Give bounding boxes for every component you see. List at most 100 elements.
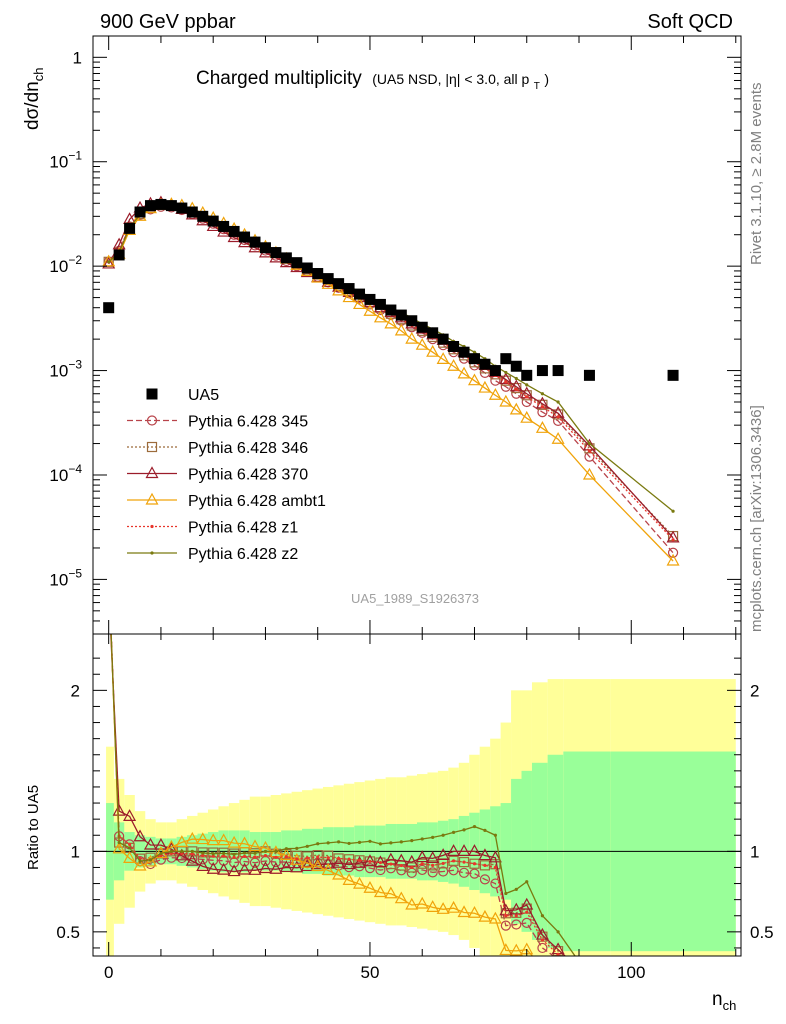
ratio-point-2 <box>353 856 367 868</box>
ratio-point-4 <box>504 914 508 918</box>
data-point <box>197 210 209 222</box>
y-tick-base: 10 <box>49 466 68 485</box>
data-point <box>385 304 397 316</box>
ratio-tick-label: 2 <box>71 681 80 700</box>
ratio-point-2 <box>668 1002 679 1012</box>
ratio-point-4 <box>514 914 518 918</box>
data-point <box>280 252 292 264</box>
series-point-3 <box>478 380 492 393</box>
series-point-5 <box>540 392 545 396</box>
ratio-point-2 <box>123 809 137 821</box>
ratio-point-2 <box>415 850 429 863</box>
ratio-point-5 <box>410 839 414 843</box>
series-point-4 <box>556 415 560 419</box>
ratio-point-4 <box>483 863 487 867</box>
ratio-point-3 <box>415 896 429 909</box>
ratio-point-0 <box>585 981 594 990</box>
ratio-point-4 <box>357 858 362 862</box>
ratio-point-5 <box>316 842 320 846</box>
series-2 <box>102 195 680 543</box>
ratio-point-5 <box>107 568 110 571</box>
ratio-point-0 <box>669 1005 678 1014</box>
ratio-point-3 <box>467 906 481 918</box>
legend-item: Pythia 6.428 345 <box>127 414 308 431</box>
ratio-point-0 <box>417 864 428 876</box>
data-point <box>521 369 533 381</box>
ratio-point-5 <box>274 849 278 853</box>
ratio-point-5 <box>305 844 309 848</box>
series-point-3 <box>332 283 346 296</box>
ratio-point-1 <box>448 855 459 866</box>
x-tick-label: 50 <box>361 963 380 982</box>
ratio-point-2 <box>227 864 241 877</box>
chart-subtitle-post: ) <box>544 71 549 87</box>
data-point <box>437 333 449 345</box>
ratio-point-5 <box>504 891 508 896</box>
data-point <box>500 353 512 365</box>
ratio-point-4 <box>295 857 299 861</box>
y-axis-label-sub: ch <box>31 68 46 82</box>
ratio-point-5 <box>263 849 268 853</box>
ratio-point-4 <box>222 854 226 858</box>
data-point <box>333 278 345 290</box>
data-point <box>134 206 146 218</box>
y-tick-exp: −1 <box>68 149 82 163</box>
ratio-point-3 <box>248 839 262 852</box>
ratio-point-4 <box>326 856 330 860</box>
ratio-point-5 <box>347 841 351 846</box>
y-tick-base: 10 <box>49 257 68 276</box>
data-point <box>364 293 376 305</box>
ratio-point-2 <box>238 862 252 875</box>
ratio-point-5 <box>169 849 173 853</box>
ratio-point-5 <box>451 830 456 835</box>
ratio-point-2 <box>509 902 523 915</box>
chart-title: Charged multiplicity <box>196 68 362 89</box>
y-tick-exp: −2 <box>68 253 82 267</box>
ratio-point-1 <box>323 850 334 861</box>
series-point-5 <box>504 370 508 375</box>
series-point-3 <box>447 358 461 371</box>
ratio-point-4 <box>107 568 110 571</box>
legend-item: Pythia 6.428 ambt1 <box>127 492 326 510</box>
series-line-5 <box>108 204 674 512</box>
data-point <box>144 200 156 212</box>
ratio-point-4 <box>378 860 383 865</box>
ratio-point-1 <box>427 860 438 871</box>
main-series-group <box>102 195 680 566</box>
ratio-point-4 <box>399 863 403 868</box>
ratio-point-4 <box>420 862 424 866</box>
ratio-point-3 <box>300 855 314 868</box>
series-point-3 <box>499 394 513 407</box>
ratio-point-4 <box>472 862 477 866</box>
chart-title-group: Charged multiplicity (UA5 NSD, |η| < 3.0… <box>196 68 549 93</box>
ratio-point-5 <box>399 840 403 844</box>
legend-label: Pythia 6.428 370 <box>188 467 308 484</box>
ratio-point-4 <box>305 856 309 860</box>
ratio-point-4 <box>242 854 247 859</box>
ratio-point-2 <box>311 857 325 870</box>
ratio-point-4 <box>253 855 257 859</box>
ratio-point-2 <box>154 837 168 850</box>
data-point <box>155 198 167 210</box>
series-point-5 <box>587 441 592 446</box>
ratio-point-4 <box>431 863 435 867</box>
ratio-point-3 <box>321 863 335 876</box>
series-point-3 <box>535 421 549 433</box>
series-point-3 <box>363 303 377 316</box>
data-point <box>322 273 334 285</box>
ratio-point-3 <box>290 853 304 865</box>
data-point <box>165 200 177 212</box>
series-point-4 <box>525 395 529 399</box>
ratio-point-5 <box>483 828 487 832</box>
ratio-point-2 <box>185 853 199 866</box>
series-point-0 <box>667 547 679 558</box>
ratio-point-3 <box>103 564 114 574</box>
ratio-point-2 <box>269 861 283 874</box>
ratio-point-5 <box>378 842 383 846</box>
ratio-point-5 <box>588 975 591 978</box>
ratio-point-5 <box>431 835 435 839</box>
ratio-axis-label-text: Ratio to UA5 <box>25 785 42 870</box>
legend: UA5 Pythia 6.428 345 Pythia 6.428 346 Pythi… <box>127 387 326 563</box>
header-left-label: 900 GeV ppbar <box>100 11 236 33</box>
